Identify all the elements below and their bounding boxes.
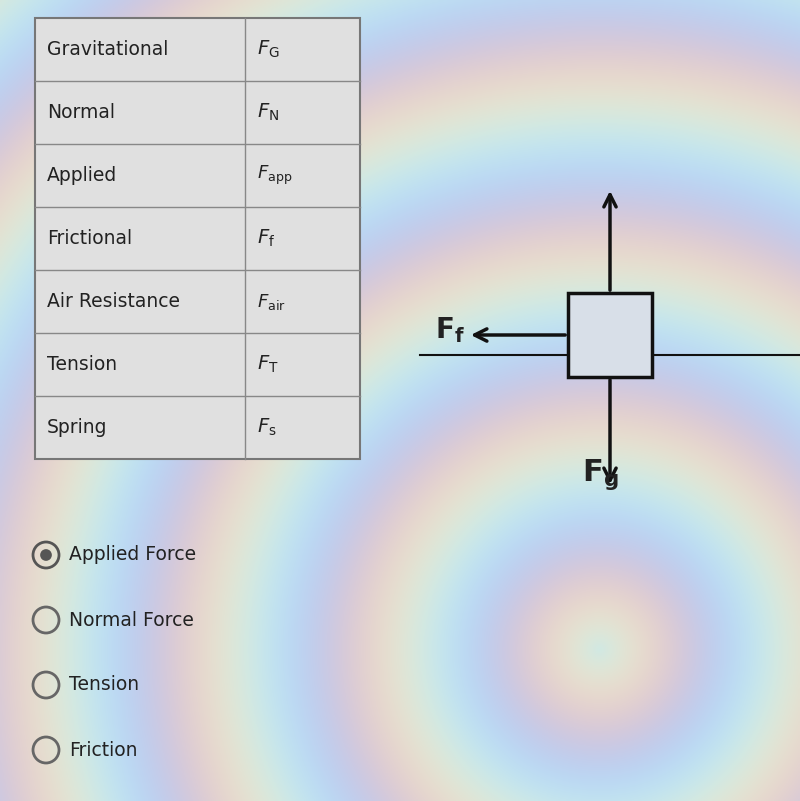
Text: $\mathbf{F_g}$: $\mathbf{F_g}$ [582,457,618,493]
Bar [568,293,652,377]
Text: Applied Force: Applied Force [69,545,196,565]
Text: Air Resistance: Air Resistance [47,292,180,311]
Text: $F_{\rm N}$: $F_{\rm N}$ [257,102,279,123]
Text: $F_{\rm T}$: $F_{\rm T}$ [257,354,278,375]
Text: Tension: Tension [47,355,117,374]
Circle shape [40,549,52,561]
Text: Gravitational: Gravitational [47,40,168,59]
Text: $F_{\rm air}$: $F_{\rm air}$ [257,292,286,312]
Text: Friction: Friction [69,740,138,759]
Bar [568,293,652,377]
Bar [35,18,360,459]
Text: Normal Force: Normal Force [69,610,194,630]
Text: $\mathbf{F_f}$: $\mathbf{F_f}$ [435,315,465,345]
Text: Normal: Normal [47,103,115,122]
Text: Tension: Tension [69,675,139,694]
Text: $F_{\rm G}$: $F_{\rm G}$ [257,39,280,60]
Bar [35,18,360,459]
Text: Applied: Applied [47,166,118,185]
Text: Frictional: Frictional [47,229,132,248]
Text: $F_{\rm s}$: $F_{\rm s}$ [257,417,277,438]
Text: $F_{\rm f}$: $F_{\rm f}$ [257,227,275,249]
Text: $F_{\rm app}$: $F_{\rm app}$ [257,164,293,187]
Text: Spring: Spring [47,418,107,437]
